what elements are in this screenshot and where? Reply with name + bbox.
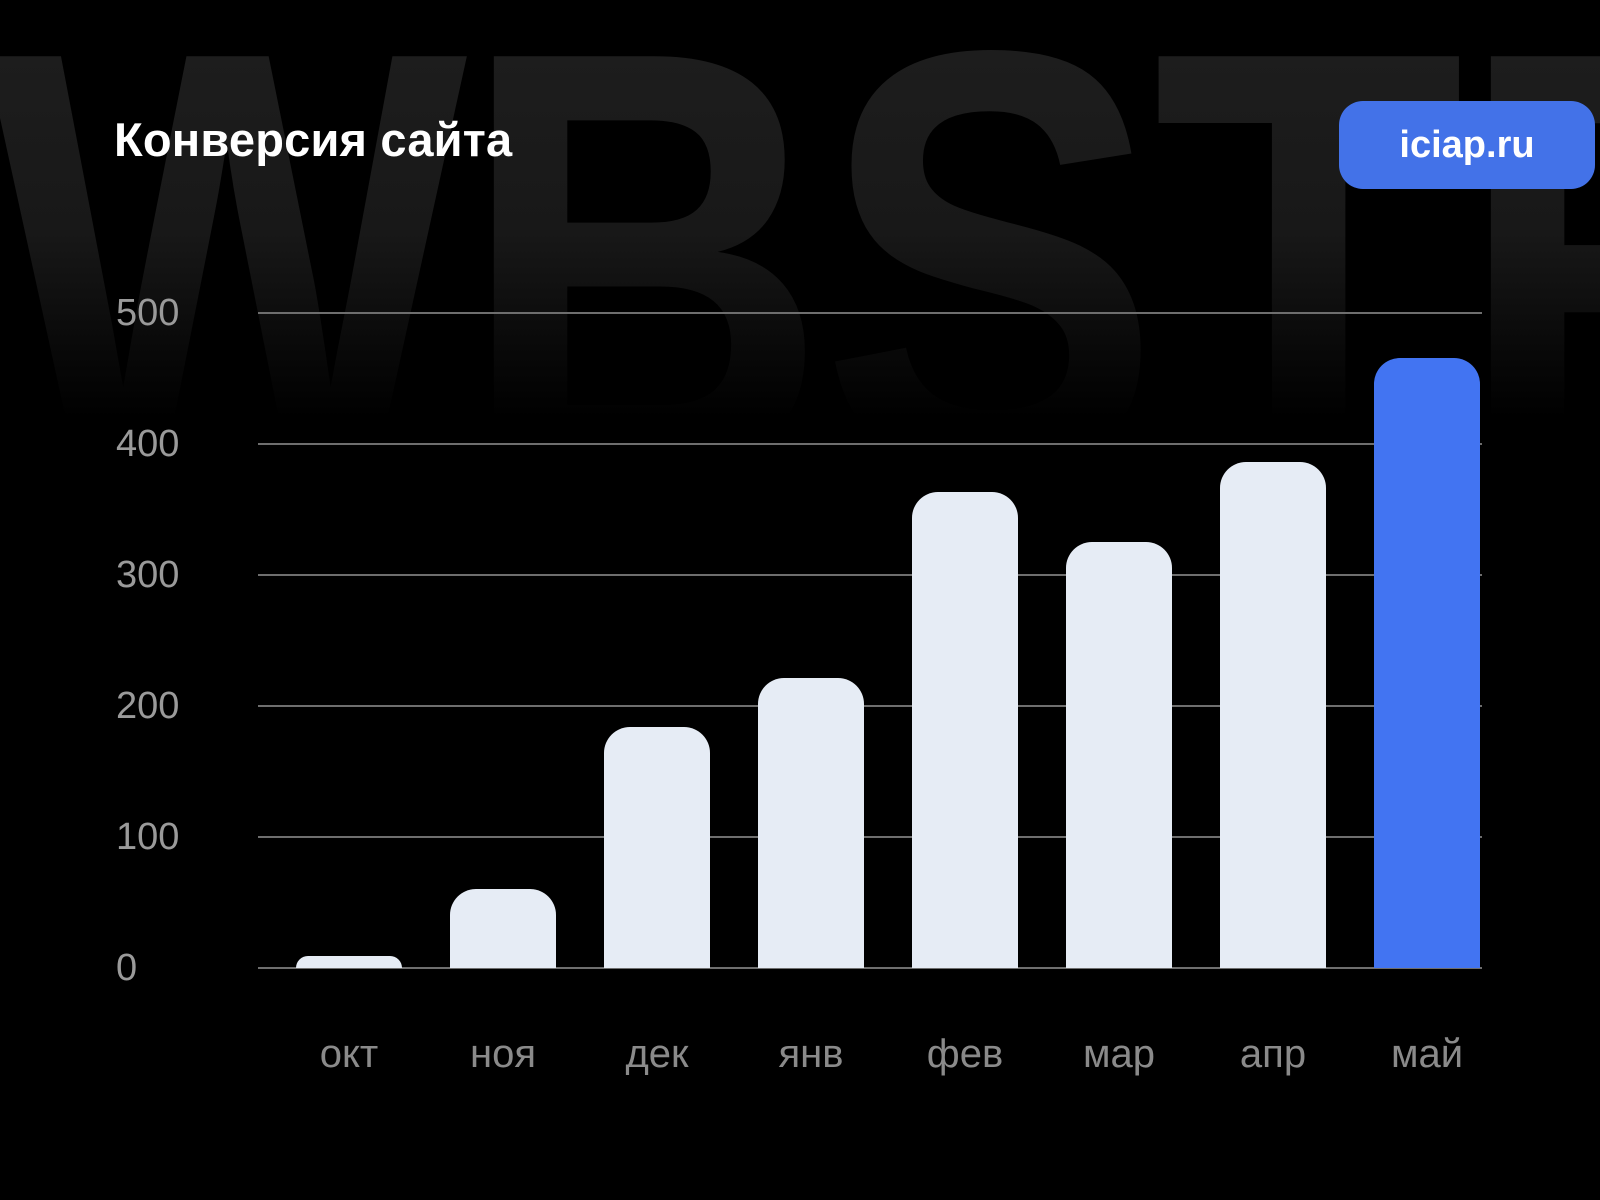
bar-янв: [758, 678, 864, 968]
y-tick-label-0: 0: [116, 947, 138, 989]
x-tick-label-мар: мар: [1083, 1032, 1155, 1076]
gridline-y-400: [258, 443, 1482, 445]
y-tick-label-200: 200: [116, 685, 180, 727]
x-tick-label-май: май: [1390, 1032, 1464, 1076]
page-title: Конверсия сайта: [114, 113, 513, 166]
gridline-y-300: [258, 574, 1482, 576]
x-tick-label-апр: апр: [1239, 1032, 1307, 1076]
bar-окт: [296, 956, 402, 968]
y-tick-label-400: 400: [116, 423, 180, 465]
x-tick-label-ноя: ноя: [470, 1032, 536, 1076]
gridline-y-0: [258, 967, 1482, 969]
x-tick-label-фев: фев: [926, 1032, 1004, 1076]
gridline-y-500: [258, 312, 1482, 314]
y-tick-label-100: 100: [116, 816, 180, 858]
x-tick-label-дек: дек: [625, 1032, 689, 1076]
x-tick-label-янв: янв: [778, 1032, 844, 1076]
bar-май: [1374, 357, 1480, 968]
bar-фев: [912, 492, 1018, 968]
bar-ноя: [450, 889, 556, 968]
x-tick-label-окт: окт: [319, 1032, 379, 1076]
site-url-badge[interactable]: iciap.ru: [1339, 101, 1595, 189]
y-tick-label-300: 300: [116, 554, 180, 596]
bar-мар: [1066, 542, 1172, 968]
gridline-y-100: [258, 836, 1482, 838]
y-tick-label-500: 500: [116, 292, 180, 334]
gridline-y-200: [258, 705, 1482, 707]
bar-апр: [1220, 462, 1326, 968]
bar-дек: [604, 726, 710, 968]
